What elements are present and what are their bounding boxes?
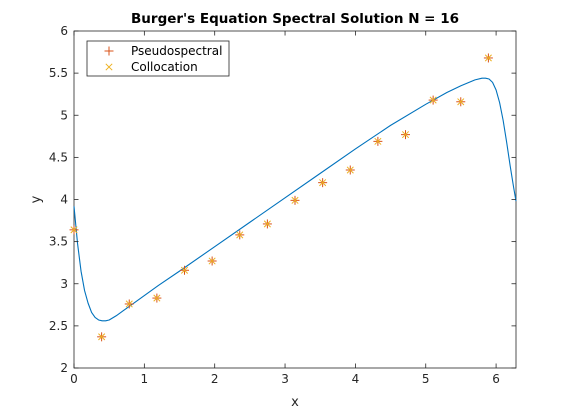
- legend: Pseudospectral Collocation: [86, 40, 230, 77]
- cross-marker-stroke-b: [401, 131, 410, 139]
- collocation-point: [125, 300, 133, 308]
- collocation-point: [70, 226, 78, 234]
- collocation-point: [346, 166, 354, 174]
- cross-marker-stroke-b: [374, 137, 382, 145]
- x-tick-label: 4: [352, 372, 360, 386]
- x-tick-label: 2: [211, 372, 219, 386]
- cross-marker-stroke-b: [98, 333, 106, 341]
- y-tick-label: 3: [60, 277, 68, 291]
- cross-marker-stroke-b: [484, 54, 492, 62]
- cross-marker-stroke-b: [346, 166, 354, 174]
- y-tick-label: 6: [60, 24, 68, 38]
- legend-cross-glyph: [105, 63, 113, 71]
- x-tick-label: 0: [70, 372, 78, 386]
- cross-marker-stroke-b: [291, 196, 299, 204]
- legend-marker-plus: [104, 46, 114, 56]
- cross-marker-stroke-b: [180, 266, 189, 274]
- x-tick-label: 3: [281, 372, 289, 386]
- plot-area: 0 1 2 3 4 5 6 2 2.5 3 3.5 4 4.5 5 5.5 6: [49, 24, 517, 386]
- marker-layer: [69, 53, 493, 342]
- legend-item-collocation: Collocation: [105, 60, 198, 74]
- collocation-point: [291, 196, 299, 204]
- legend-plus-glyph: [104, 46, 114, 56]
- legend-item-pseudospectral: Pseudospectral: [104, 44, 222, 58]
- collocation-point: [374, 137, 382, 145]
- x-tick-label: 1: [141, 372, 149, 386]
- chart-title: Burger's Equation Spectral Solution N = …: [131, 11, 459, 27]
- y-tick-label: 2: [60, 361, 68, 375]
- collocation-point: [153, 294, 161, 302]
- cross-marker-stroke-b: [208, 257, 216, 265]
- cross-marker-stroke-b: [70, 226, 78, 234]
- legend-label-collocation: Collocation: [131, 60, 198, 74]
- collocation-point: [263, 220, 271, 228]
- cross-marker-stroke-b: [125, 300, 133, 308]
- cross-marker-stroke-b: [319, 179, 327, 187]
- x-axis-label: x: [291, 395, 299, 410]
- collocation-point: [484, 54, 492, 62]
- y-axis-label: y: [29, 195, 44, 203]
- collocation-point: [236, 231, 244, 239]
- cross-marker-stroke-b: [236, 231, 244, 239]
- collocation-point: [401, 131, 410, 139]
- tick-layer: 0 1 2 3 4 5 6 2 2.5 3 3.5 4 4.5 5 5.5 6: [49, 24, 516, 386]
- x-tick-label: 6: [492, 372, 500, 386]
- cross-marker-stroke-b: [429, 96, 437, 104]
- y-tick-label: 4.5: [49, 150, 68, 164]
- collocation-point: [208, 257, 216, 265]
- legend-box: [86, 40, 230, 77]
- y-tick-label: 5: [60, 108, 68, 122]
- y-tick-label: 3.5: [49, 235, 68, 249]
- y-tick-label: 4: [60, 193, 68, 207]
- collocation-point: [429, 96, 437, 104]
- cross-marker-stroke-b: [105, 63, 113, 71]
- collocation-point: [457, 98, 465, 106]
- solution-curve: [73, 77, 517, 322]
- collocation-point: [98, 333, 106, 341]
- cross-marker-stroke-b: [153, 294, 161, 302]
- legend-label-pseudospectral: Pseudospectral: [131, 44, 222, 58]
- x-tick-label: 5: [422, 372, 430, 386]
- collocation-point: [319, 179, 327, 187]
- cross-marker-stroke-b: [457, 98, 465, 106]
- legend-marker-cross: [105, 63, 113, 71]
- curve-layer: [73, 77, 517, 322]
- cross-marker-stroke-b: [263, 220, 271, 228]
- y-tick-label: 2.5: [49, 319, 68, 333]
- collocation-point: [180, 266, 189, 274]
- y-tick-label: 5.5: [49, 66, 68, 80]
